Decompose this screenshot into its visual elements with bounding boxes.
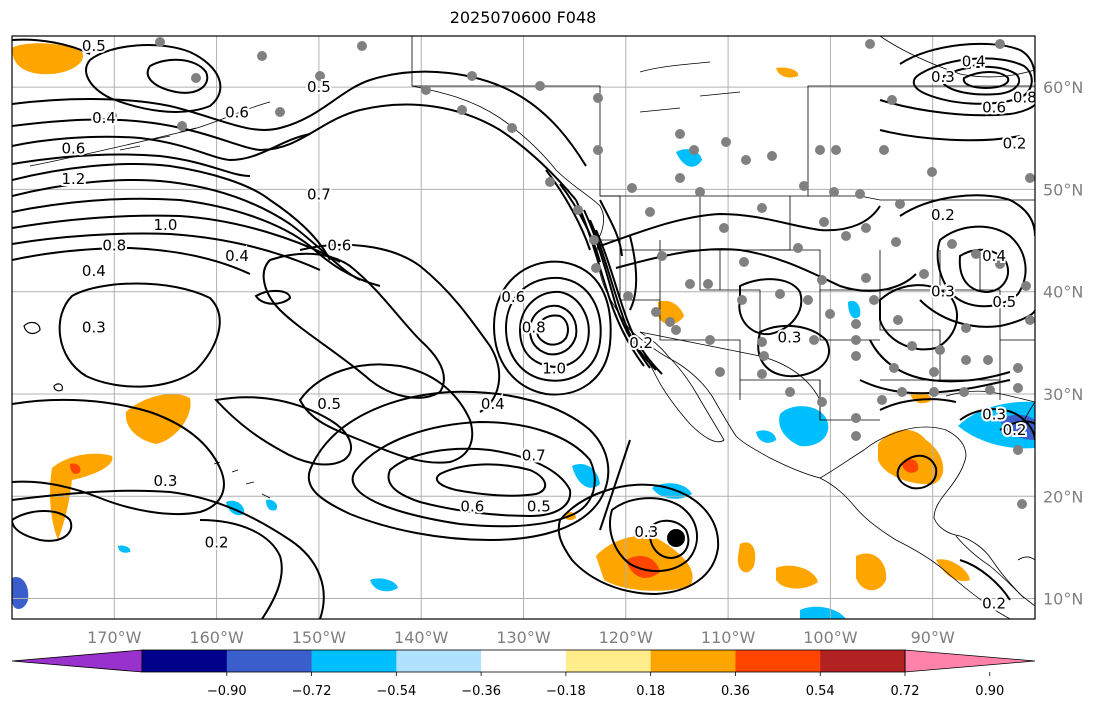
- contour-label: 0.5: [307, 78, 331, 96]
- contour-label: 0.6: [225, 104, 249, 122]
- contour-label: 0.6: [327, 237, 351, 255]
- contour-label: 0.3: [931, 68, 955, 86]
- contour-label: 0.4: [962, 53, 986, 71]
- colorbar-segment: [565, 650, 652, 672]
- colorbar-min-extend: [11, 649, 143, 673]
- contour-label: 0.3: [634, 523, 658, 541]
- contour-label: 0.7: [522, 446, 546, 464]
- contour-label: 0.4: [982, 247, 1006, 265]
- cyclone-center-marker: [667, 529, 685, 547]
- contour-label: 0.4: [92, 109, 116, 127]
- contour-label: 0.2: [629, 334, 653, 352]
- lat-tick-label: 60°N: [1043, 78, 1083, 97]
- map-axes: 170°W 160°W 150°W 140°W 130°W 120°W 110°W 100°W…: [87, 78, 1083, 647]
- colorbar-tick-label: −0.72: [292, 684, 332, 699]
- colorbar-segment: [650, 650, 736, 672]
- colorbar-tick-label: 0.90: [975, 684, 1004, 699]
- lat-tick-label: 50°N: [1043, 180, 1083, 199]
- contour-lines: [12, 38, 1035, 619]
- contour-label: 0.7: [307, 186, 331, 204]
- lat-tick-label: 40°N: [1043, 283, 1083, 302]
- lat-tick-label: 10°N: [1043, 590, 1083, 609]
- contour-label: 0.6: [61, 140, 85, 158]
- colorbar-max-extend: [904, 649, 1036, 673]
- contour-label: 0.8: [1013, 88, 1037, 106]
- colorbar-segment: [311, 650, 397, 672]
- lon-tick-label: 150°W: [292, 628, 347, 647]
- contour-label: 0.3: [778, 329, 802, 347]
- contour-label: 0.5: [527, 497, 551, 515]
- contour-label: 0.2: [205, 533, 229, 551]
- lon-tick-label: 100°W: [803, 628, 858, 647]
- colorbar-segment: [820, 650, 906, 672]
- contour-label: 1.2: [61, 170, 85, 188]
- colorbar-segment: [226, 650, 313, 672]
- contour-label: 0.6: [460, 497, 484, 515]
- colorbar-tick-label: 0.72: [891, 684, 920, 699]
- lon-tick-label: 170°W: [87, 628, 142, 647]
- contour-label: 0.2: [982, 595, 1006, 613]
- contour-label: 1.0: [154, 216, 178, 234]
- colorbar-segment: [396, 650, 482, 672]
- map-title: 2025070600 F048: [449, 8, 597, 27]
- lon-tick-label: 90°W: [911, 628, 955, 647]
- coastlines: [29, 36, 1035, 619]
- contour-label: 0.8: [522, 319, 546, 337]
- colorbar-tick-label: −0.18: [546, 684, 586, 699]
- contour-label: 0.4: [481, 395, 505, 413]
- contour-label: 1.0: [542, 359, 566, 377]
- contour-label: 0.8: [102, 237, 126, 255]
- colorbar-tick-label: −0.54: [376, 684, 416, 699]
- colorbar-segment: [735, 650, 821, 672]
- contour-label: 0.5: [82, 37, 106, 55]
- contour-label: 0.5: [317, 395, 341, 413]
- contour-label: 0.2: [1003, 134, 1027, 152]
- station-markers: [107, 37, 1035, 509]
- contour-label: 0.3: [154, 472, 178, 490]
- contour-label: 0.2: [1003, 421, 1027, 439]
- lon-tick-label: 110°W: [701, 628, 756, 647]
- map-frame: [11, 35, 1036, 620]
- lon-tick-label: 120°W: [599, 628, 654, 647]
- colorbar-tick-label: 0.36: [721, 684, 750, 699]
- lon-tick-label: 130°W: [496, 628, 551, 647]
- colorbar-segment: [481, 650, 567, 672]
- lat-tick-label: 20°N: [1043, 487, 1083, 506]
- colorbar-tick-label: 0.54: [806, 684, 835, 699]
- contour-label: 0.4: [82, 262, 106, 280]
- colorbar: −0.90 −0.72 −0.54 −0.36 −0.18 0.18 0.36 0.54 0.7…: [11, 649, 1036, 699]
- colorbar-outline: [141, 649, 906, 673]
- colorbar-tick-label: −0.36: [461, 684, 501, 699]
- lat-tick-label: 30°N: [1043, 385, 1083, 404]
- contour-label: 0.4: [225, 247, 249, 265]
- contour-label: 0.6: [982, 99, 1006, 117]
- colorbar-segment: [142, 650, 228, 672]
- contour-label: 0.3: [82, 319, 106, 337]
- contour-label: 0.6: [501, 288, 525, 306]
- lon-tick-label: 140°W: [394, 628, 449, 647]
- contour-label: 0.5: [992, 293, 1016, 311]
- colorbar-tick-label: 0.18: [636, 684, 665, 699]
- colorbar-tick-label: −0.90: [207, 684, 247, 699]
- contour-label: 0.3: [982, 405, 1006, 423]
- contour-labels: 0.4 0.6 1.2 1.0 0.8 0.4 0.7 0.6 0.4 0.3 0.5 0.5 0.6 0…: [59, 36, 1037, 615]
- lon-tick-label: 160°W: [189, 628, 244, 647]
- contour-label: 0.3: [931, 283, 955, 301]
- contour-label: 0.2: [931, 206, 955, 224]
